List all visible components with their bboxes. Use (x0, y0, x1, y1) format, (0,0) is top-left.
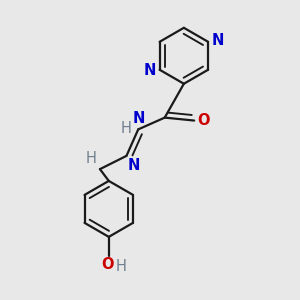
Text: N: N (212, 33, 224, 48)
Text: H: H (121, 121, 132, 136)
Text: N: N (133, 111, 145, 126)
Text: H: H (85, 151, 96, 166)
Text: O: O (198, 113, 210, 128)
Text: N: N (143, 63, 156, 78)
Text: O: O (101, 257, 114, 272)
Text: N: N (128, 158, 140, 173)
Text: H: H (115, 259, 126, 274)
